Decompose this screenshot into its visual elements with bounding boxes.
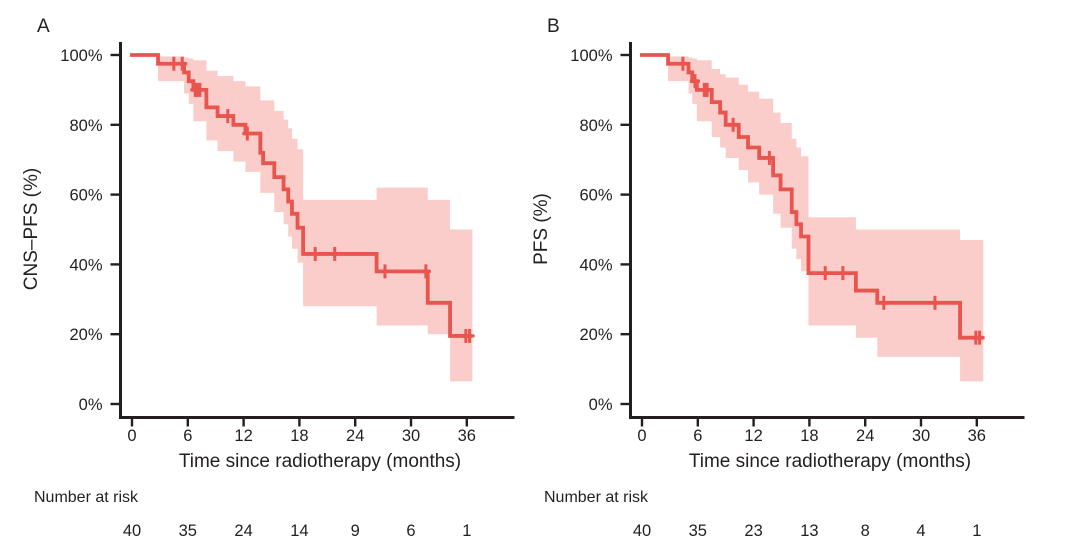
y-axis-title-group: PFS (%): [531, 193, 552, 265]
x-tick-label: 30: [402, 427, 420, 445]
y-tick-label: 60%: [579, 187, 612, 205]
confidence-band: [158, 56, 473, 382]
x-tick-label: 30: [912, 427, 930, 445]
panel-label: B: [547, 16, 560, 37]
y-tick-label: 40%: [579, 256, 612, 274]
x-axis-title: Time since radiotherapy (months): [689, 451, 971, 472]
confidence-band: [668, 56, 984, 382]
x-tick-label: 18: [290, 427, 308, 445]
number-at-risk-value: 6: [406, 522, 415, 540]
x-tick-label: 12: [234, 427, 252, 445]
y-tick-label: 0%: [79, 396, 103, 414]
x-axis-title: Time since radiotherapy (months): [179, 451, 461, 472]
y-tick-label: 0%: [589, 396, 613, 414]
y-axis-title-group: CNS–PFS (%): [21, 168, 42, 290]
y-axis-title: CNS–PFS (%): [21, 168, 42, 290]
x-tick-label: 0: [127, 427, 136, 445]
number-at-risk-value: 40: [123, 522, 141, 540]
y-tick-label: 80%: [69, 117, 102, 135]
number-at-risk-value: 1: [462, 522, 471, 540]
number-at-risk-value: 4: [916, 522, 925, 540]
number-at-risk-value: 9: [351, 522, 360, 540]
y-tick-label: 60%: [69, 187, 102, 205]
y-tick-label: 100%: [570, 47, 613, 65]
x-tick-label: 0: [637, 427, 646, 445]
x-tick-label: 24: [346, 427, 364, 445]
number-at-risk-value: 24: [234, 522, 252, 540]
censor-marks: [677, 56, 985, 345]
y-tick-label: 40%: [69, 256, 102, 274]
y-tick-label: 100%: [60, 47, 103, 65]
x-tick-label: 36: [968, 427, 986, 445]
x-tick-label: 24: [856, 427, 874, 445]
panel-label: A: [37, 16, 50, 37]
y-tick-label: 20%: [579, 326, 612, 344]
number-at-risk-label: Number at risk: [544, 489, 649, 506]
number-at-risk-value: 23: [744, 522, 762, 540]
survival-curve: [130, 53, 473, 338]
number-at-risk-value: 13: [800, 522, 818, 540]
number-at-risk-value: 35: [689, 522, 707, 540]
number-at-risk-label: Number at risk: [34, 489, 139, 506]
number-at-risk-value: 8: [861, 522, 870, 540]
y-tick-label: 80%: [579, 117, 612, 135]
x-tick-label: 36: [458, 427, 476, 445]
number-at-risk-value: 1: [972, 522, 981, 540]
censor-marks: [168, 56, 475, 343]
x-tick-label: 18: [800, 427, 818, 445]
y-axis-title: PFS (%): [531, 193, 552, 265]
panel-a: 100% 80% 60% 40% 20% 0% 0 6 12 18 24 30 36 Time since…: [21, 16, 515, 540]
x-tick-label: 6: [183, 427, 192, 445]
y-tick-label: 20%: [69, 326, 102, 344]
number-at-risk-value: 14: [290, 522, 308, 540]
number-at-risk-value: 35: [179, 522, 197, 540]
x-tick-label: 6: [693, 427, 702, 445]
x-tick-label: 12: [744, 427, 762, 445]
number-at-risk-value: 40: [633, 522, 651, 540]
